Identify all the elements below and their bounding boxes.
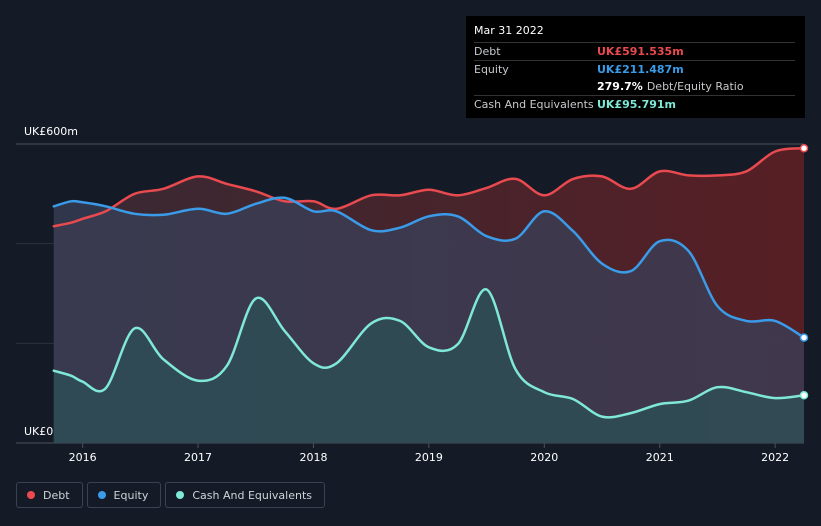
tooltip-equity-value: UK£211.487m: [597, 63, 684, 76]
tooltip-debt-label: Debt: [474, 45, 501, 58]
x-tick-label-2020: 2020: [530, 451, 558, 464]
tooltip-cash-value: UK£95.791m: [597, 98, 677, 111]
tooltip-cash-label: Cash And Equivalents: [474, 98, 594, 111]
y-axis-bottom-label: UK£0: [24, 425, 54, 438]
x-tick-label-2017: 2017: [184, 451, 212, 464]
tooltip-row-cash: Cash And Equivalents UK£95.791m: [474, 95, 795, 113]
legend-item-cash[interactable]: Cash And Equivalents: [165, 482, 325, 508]
legend-cash-label: Cash And Equivalents: [192, 488, 312, 502]
legend-equity-label: Equity: [113, 488, 149, 502]
x-tick-label-2018: 2018: [299, 451, 327, 464]
equity-end-marker: [799, 333, 809, 342]
cash-and-equivalents-end-marker: [799, 391, 809, 400]
x-tick-label-2019: 2019: [415, 451, 443, 464]
tooltip-row-debt: Debt UK£591.535m: [474, 42, 795, 60]
tooltip-ratio-value: 279.7%: [597, 80, 643, 93]
tooltip-row-ratio: 279.7% Debt/Equity Ratio: [474, 78, 795, 95]
debt-line: [52, 146, 806, 228]
data-tooltip: Mar 31 2022 Debt UK£591.535m Equity UK£2…: [466, 16, 805, 118]
debt-end-marker: [799, 143, 809, 153]
equity-line: [52, 196, 806, 339]
tooltip-equity-label: Equity: [474, 63, 509, 76]
chart-legend: Debt Equity Cash And Equivalents: [16, 482, 325, 508]
tooltip-ratio-label: Debt/Equity Ratio: [646, 80, 744, 93]
tooltip-row-equity: Equity UK£211.487m: [474, 60, 795, 78]
cash-and-equivalents-area: [53, 289, 805, 443]
legend-debt-label: Debt: [43, 488, 70, 502]
cash-dot-icon: [176, 491, 185, 499]
tooltip-debt-value: UK£591.535m: [597, 45, 684, 58]
cash-and-equivalents-line: [52, 288, 806, 419]
y-axis-top-label: UK£600m: [24, 125, 78, 138]
legend-item-equity[interactable]: Equity: [86, 482, 162, 508]
debt-dot-icon: [27, 491, 35, 499]
equity-dot-icon: [97, 491, 106, 499]
x-tick-label-2016: 2016: [69, 451, 97, 464]
tooltip-date: Mar 31 2022: [474, 24, 544, 37]
x-tick-label-2021: 2021: [646, 451, 674, 464]
x-tick-label-2022: 2022: [761, 451, 789, 464]
legend-item-debt[interactable]: Debt: [16, 482, 83, 508]
